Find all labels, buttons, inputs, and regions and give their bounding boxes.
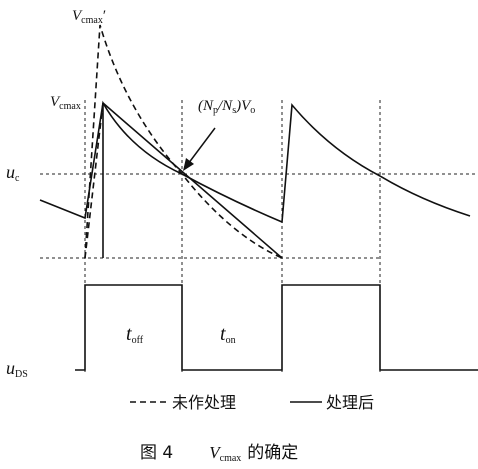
text-part: ′ [103,8,106,24]
processed-waveform [39,100,471,259]
label-uc: uc [6,162,20,184]
text-part: on [226,335,236,346]
text-part: cmax [59,101,81,112]
label-uds: uDS [6,358,28,380]
legend-dashed-label: 未作处理 [172,393,236,412]
text-part: o [250,105,255,116]
text-part: s [232,105,236,116]
label-vcmax-prime: Vcmax′ [72,8,106,26]
text-part: V [72,8,83,24]
label-ratio: (Np/Ns)Vo [198,98,255,116]
text-part: t [220,323,226,345]
text-part: V [209,443,222,462]
label-toff: toff [126,323,144,346]
label-ton: ton [220,323,236,346]
text-part: u [6,162,15,182]
arrow [187,127,216,165]
text-part: t [126,323,132,345]
caption: 图 4 Vcmax 的确定 [140,443,298,464]
text-part: c [15,173,20,184]
text-part: DS [15,369,28,380]
text-part: 图 4 [140,443,173,463]
text-part: off [132,335,144,346]
uds-waveform [75,284,478,371]
text-part: (N [198,98,214,114]
text-part: p [213,105,218,116]
text-part: V [50,94,61,110]
text-part: )V [235,98,252,114]
text-part: 的确定 [247,443,298,463]
text-part: /N [217,98,233,114]
arrowhead [183,158,194,171]
text-part: u [6,358,15,378]
text-part: cmax [220,453,242,464]
unprocessed-waveform [84,24,283,259]
text-part: cmax [81,15,103,26]
guides [40,100,478,372]
legend-solid-label: 处理后 [326,393,374,412]
label-vcmax: Vcmax [50,94,81,112]
